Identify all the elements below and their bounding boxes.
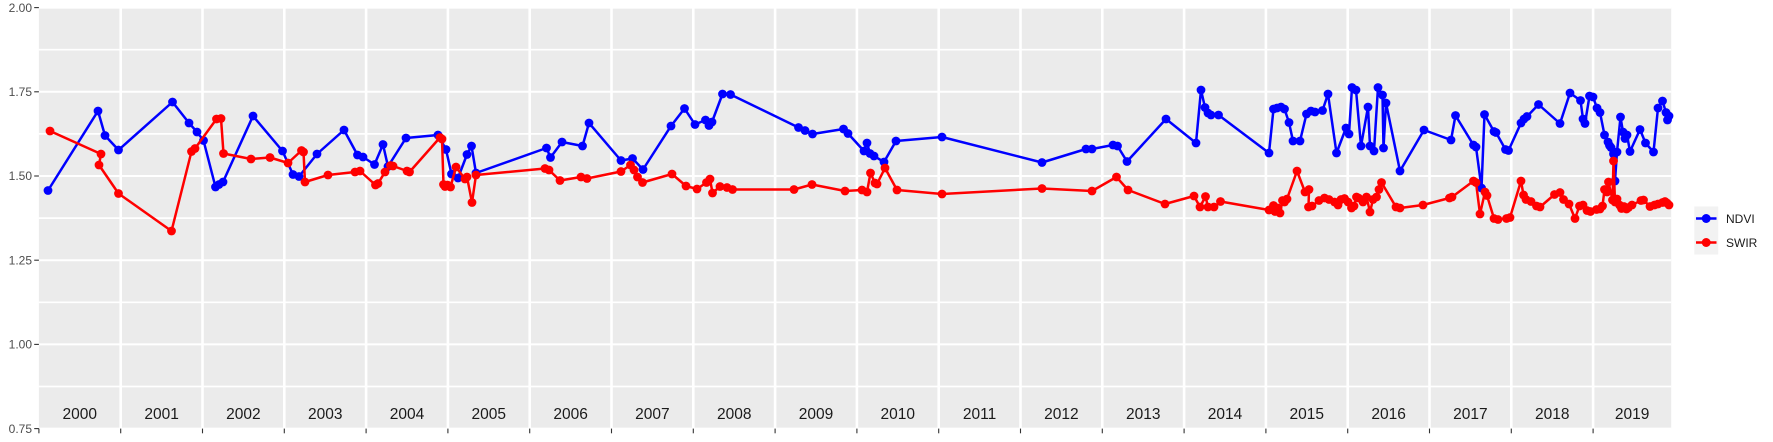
svg-text:2011: 2011 xyxy=(963,406,996,423)
svg-text:2004: 2004 xyxy=(390,406,425,423)
svg-text:2012: 2012 xyxy=(1044,406,1078,423)
svg-text:2015: 2015 xyxy=(1290,406,1324,423)
svg-text:NDVI: NDVI xyxy=(1726,212,1755,226)
svg-text:2019: 2019 xyxy=(1615,406,1649,423)
svg-text:2005: 2005 xyxy=(472,406,506,423)
svg-text:2017: 2017 xyxy=(1453,406,1487,423)
svg-text:1.25: 1.25 xyxy=(9,253,33,267)
svg-text:2001: 2001 xyxy=(144,406,178,423)
svg-text:2008: 2008 xyxy=(717,406,751,423)
svg-text:1.00: 1.00 xyxy=(9,338,33,352)
svg-text:2016: 2016 xyxy=(1371,406,1405,423)
svg-text:2002: 2002 xyxy=(226,406,260,423)
svg-text:SWIR: SWIR xyxy=(1726,236,1758,250)
svg-text:2.00: 2.00 xyxy=(9,1,33,15)
svg-text:1.75: 1.75 xyxy=(9,85,33,99)
svg-text:2009: 2009 xyxy=(799,406,833,423)
svg-text:2007: 2007 xyxy=(635,406,669,423)
svg-text:2000: 2000 xyxy=(63,406,98,423)
svg-text:2014: 2014 xyxy=(1208,406,1243,423)
svg-text:2018: 2018 xyxy=(1535,406,1569,423)
svg-text:2006: 2006 xyxy=(553,406,587,423)
svg-text:1.50: 1.50 xyxy=(9,169,33,183)
svg-text:2013: 2013 xyxy=(1126,406,1160,423)
svg-text:2003: 2003 xyxy=(308,406,342,423)
svg-text:0.75: 0.75 xyxy=(9,422,33,436)
svg-text:2010: 2010 xyxy=(881,406,916,423)
